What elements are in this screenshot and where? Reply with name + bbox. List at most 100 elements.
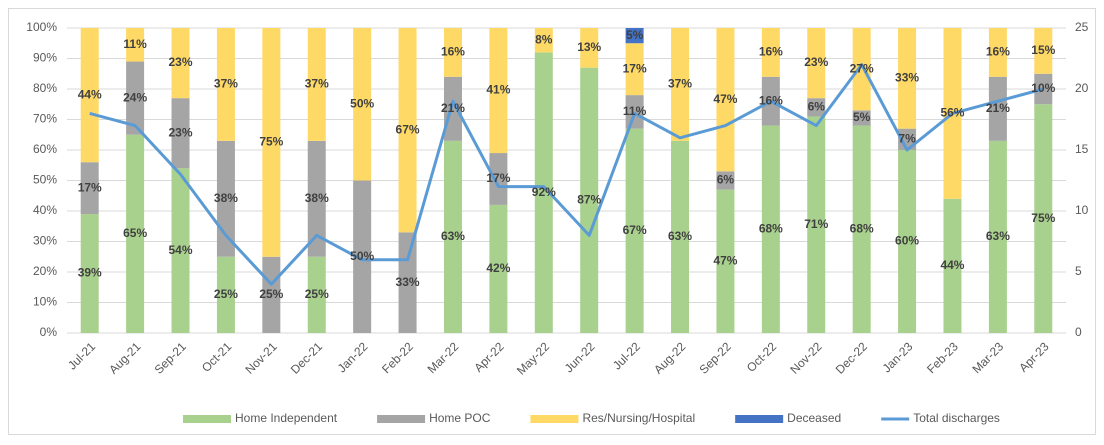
bar-segment xyxy=(443,140,462,333)
data-label: 87% xyxy=(577,192,601,206)
data-label: 47% xyxy=(713,253,737,267)
data-label: 37% xyxy=(668,77,692,91)
y-tick-label: 60% xyxy=(33,142,57,156)
legend-swatch xyxy=(183,415,231,423)
bar-segment xyxy=(671,28,690,141)
bar-segment xyxy=(171,168,190,333)
y-tick-label: 100% xyxy=(26,20,57,34)
data-label: 24% xyxy=(123,90,147,104)
data-label: 6% xyxy=(717,173,735,187)
y2-tick-label: 0 xyxy=(1075,325,1082,339)
bar-segment xyxy=(216,256,235,333)
y-tick-label: 30% xyxy=(33,234,57,248)
bar-segment xyxy=(988,140,1007,333)
data-label: 10% xyxy=(1031,81,1055,95)
bar-segment xyxy=(625,43,644,96)
data-label: 33% xyxy=(396,275,420,289)
bar-segment xyxy=(988,76,1007,141)
bar-segment xyxy=(489,153,508,205)
bar-segment xyxy=(807,28,826,99)
bar-segment xyxy=(852,125,871,333)
legend-label: Home POC xyxy=(429,411,491,425)
y2-tick-label: 25 xyxy=(1075,20,1089,34)
bar-segment xyxy=(80,28,99,163)
bar-segment xyxy=(443,76,462,141)
bar-segment xyxy=(943,198,962,333)
y-tick-label: 0% xyxy=(40,325,58,339)
data-label: 38% xyxy=(305,191,329,205)
y2-tick-label: 10 xyxy=(1075,203,1089,217)
bar-segment xyxy=(898,150,917,333)
data-label: 23% xyxy=(169,125,193,139)
y-tick-label: 90% xyxy=(33,51,57,65)
data-label: 17% xyxy=(486,171,510,185)
bar-segment xyxy=(716,171,735,190)
data-label: 13% xyxy=(577,40,601,54)
y2-tick-label: 5 xyxy=(1075,264,1082,278)
data-label: 50% xyxy=(350,96,374,110)
legend-swatch xyxy=(735,415,784,423)
data-label: 5% xyxy=(626,28,644,42)
bar-segment xyxy=(580,67,599,334)
bar-segment xyxy=(216,28,235,141)
bar-segment xyxy=(534,52,553,334)
bar-segment xyxy=(489,28,508,154)
data-label: 44% xyxy=(940,258,964,272)
bar-segment xyxy=(580,28,599,68)
data-label: 16% xyxy=(986,45,1010,59)
data-label: 25% xyxy=(259,287,283,301)
data-label: 16% xyxy=(759,93,783,107)
bar-segment xyxy=(307,256,326,333)
data-label: 23% xyxy=(169,55,193,69)
bar-segment xyxy=(807,116,826,333)
data-label: 17% xyxy=(623,61,647,75)
bar-segment xyxy=(625,28,644,44)
y-tick-label: 10% xyxy=(33,295,57,309)
bar-segment xyxy=(761,28,780,77)
data-label: 75% xyxy=(1031,211,1055,225)
data-label: 60% xyxy=(895,234,919,248)
data-label: 23% xyxy=(804,55,828,69)
data-label: 68% xyxy=(850,221,874,235)
bar-segment xyxy=(671,140,690,333)
data-label: 11% xyxy=(623,104,647,118)
data-label: 68% xyxy=(759,221,783,235)
bar-segment xyxy=(716,189,735,333)
bar-segment xyxy=(1034,28,1053,74)
bar-segment xyxy=(625,95,644,129)
bar-segment xyxy=(625,128,644,333)
bar-segment xyxy=(307,28,326,141)
data-label: 25% xyxy=(214,287,238,301)
data-label: 25% xyxy=(305,287,329,301)
bar-segment xyxy=(262,256,281,333)
bar-segment xyxy=(262,28,281,257)
legend-label: Home Independent xyxy=(235,411,338,425)
bar-segment xyxy=(171,28,190,99)
data-label: 42% xyxy=(486,261,510,275)
legend-swatch xyxy=(377,415,426,423)
data-label: 16% xyxy=(441,45,465,59)
data-label: 63% xyxy=(668,229,692,243)
data-label: 27% xyxy=(850,61,874,75)
bar-segment xyxy=(126,28,145,62)
bar-segment xyxy=(80,214,99,333)
data-label: 65% xyxy=(123,226,147,240)
data-label: 37% xyxy=(305,77,329,91)
bar-segment xyxy=(988,28,1007,77)
data-label: 5% xyxy=(853,110,871,124)
y2-tick-label: 15 xyxy=(1075,142,1089,156)
bar-segment xyxy=(307,140,326,257)
data-label: 8% xyxy=(535,32,553,46)
data-label: 17% xyxy=(78,180,102,194)
bar-segment xyxy=(398,28,417,233)
y-tick-label: 70% xyxy=(33,112,57,126)
data-label: 37% xyxy=(214,77,238,91)
bar-segment xyxy=(898,28,917,129)
legend-swatch xyxy=(530,415,579,423)
data-label: 67% xyxy=(396,122,420,136)
data-label: 44% xyxy=(78,87,102,101)
data-label: 39% xyxy=(78,266,102,280)
bar-segment xyxy=(80,162,99,215)
data-label: 50% xyxy=(350,249,374,263)
